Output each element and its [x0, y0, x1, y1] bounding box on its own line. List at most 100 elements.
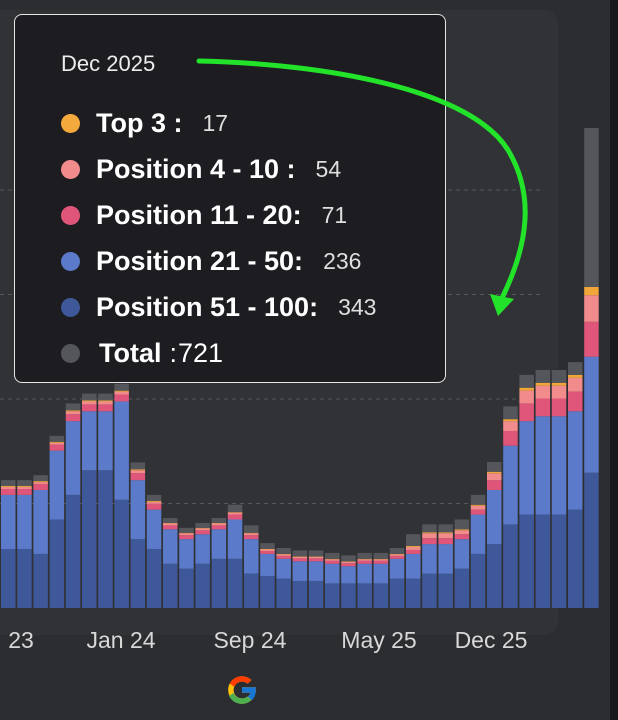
- bar-segment-position-51-100-7[interactable]: [114, 499, 129, 608]
- bar-segment-position-51-100-30[interactable]: [487, 544, 502, 608]
- bar-segment-position-21-50-25[interactable]: [406, 553, 421, 579]
- bar-segment-position-51-100-26[interactable]: [422, 573, 437, 608]
- bar-segment-position-4-10-27[interactable]: [438, 533, 453, 539]
- bar-segment-position-4-10-18[interactable]: [292, 556, 308, 559]
- bar-segment-position-4-10-20[interactable]: [325, 559, 340, 561]
- bar-segment-top-3-33[interactable]: [535, 382, 551, 386]
- bar-segment-position-11-20-35[interactable]: [568, 391, 583, 412]
- bar-segment-position-4-10-2[interactable]: [33, 482, 48, 485]
- bar-segment-position-21-50-14[interactable]: [227, 519, 243, 559]
- bar-segment-position-4-10-12[interactable]: [195, 528, 210, 531]
- bar-segment-position-51-100-6[interactable]: [98, 470, 113, 608]
- bar-segment-position-4-10-16[interactable]: [260, 549, 275, 551]
- bar-segment-position-51-100-4[interactable]: [65, 494, 81, 608]
- bar-segment-position-4-10-5[interactable]: [82, 401, 97, 405]
- bar-segment-position-4-10-26[interactable]: [422, 533, 437, 539]
- bar-segment-position-11-20-30[interactable]: [487, 480, 502, 490]
- bar-segment-position-21-50-3[interactable]: [49, 450, 65, 520]
- bar-segment-position-21-50-5[interactable]: [82, 411, 97, 471]
- bar-segment-position-51-100-23[interactable]: [373, 583, 389, 608]
- bar-segment-position-51-100-19[interactable]: [308, 580, 324, 608]
- bar-segment-position-51-100-15[interactable]: [244, 573, 259, 608]
- bar-segment-total-19[interactable]: [308, 550, 324, 557]
- bar-segment-top-3-27[interactable]: [438, 532, 453, 534]
- bar-segment-position-21-50-16[interactable]: [260, 553, 275, 577]
- bar-segment-top-3-26[interactable]: [422, 532, 437, 534]
- bar-segment-position-51-100-12[interactable]: [195, 563, 210, 608]
- bar-segment-position-21-50-7[interactable]: [114, 401, 129, 500]
- bar-segment-total-2[interactable]: [33, 475, 48, 482]
- bar-segment-position-11-20-11[interactable]: [179, 535, 194, 540]
- bar-segment-top-3-8[interactable]: [130, 469, 146, 471]
- bar-segment-position-4-10-11[interactable]: [179, 533, 194, 536]
- bar-segment-position-4-10-9[interactable]: [146, 501, 162, 504]
- bar-segment-position-21-50-18[interactable]: [292, 561, 308, 581]
- bar-segment-top-3-7[interactable]: [114, 390, 129, 392]
- bar-segment-position-11-20-22[interactable]: [357, 560, 372, 564]
- bar-segment-position-51-100-9[interactable]: [146, 548, 162, 608]
- bar-segment-position-4-10-1[interactable]: [17, 487, 32, 489]
- bar-segment-top-3-36[interactable]: [584, 286, 599, 296]
- bar-segment-position-11-20-32[interactable]: [519, 403, 534, 422]
- bar-segment-position-21-50-4[interactable]: [65, 421, 81, 495]
- bar-segment-position-11-20-9[interactable]: [146, 503, 162, 510]
- bar-segment-position-51-100-16[interactable]: [260, 576, 275, 608]
- bar-segment-top-3-2[interactable]: [33, 481, 48, 483]
- bar-segment-total-11[interactable]: [179, 527, 194, 533]
- bar-segment-position-21-50-35[interactable]: [568, 411, 583, 510]
- bar-segment-position-21-50-29[interactable]: [470, 514, 486, 554]
- bar-segment-position-11-20-27[interactable]: [438, 538, 453, 545]
- bar-segment-total-16[interactable]: [260, 543, 275, 549]
- bar-segment-position-11-20-0[interactable]: [1, 488, 16, 495]
- bar-segment-position-4-10-17[interactable]: [276, 554, 291, 556]
- bar-segment-position-21-50-26[interactable]: [422, 544, 437, 574]
- bar-segment-position-4-10-15[interactable]: [244, 533, 259, 536]
- bar-segment-position-51-100-36[interactable]: [584, 472, 599, 608]
- bar-segment-position-11-20-14[interactable]: [227, 514, 243, 520]
- bar-segment-position-4-10-30[interactable]: [487, 473, 502, 481]
- bar-segment-position-4-10-0[interactable]: [1, 487, 16, 489]
- bar-segment-position-11-20-13[interactable]: [211, 525, 227, 530]
- bar-segment-total-8[interactable]: [130, 462, 146, 470]
- bar-segment-total-25[interactable]: [406, 534, 421, 547]
- bar-segment-top-3-6[interactable]: [98, 400, 113, 402]
- bar-segment-top-3-35[interactable]: [568, 374, 583, 378]
- bar-segment-position-51-100-28[interactable]: [454, 568, 470, 608]
- bar-segment-total-23[interactable]: [373, 552, 389, 559]
- bar-segment-position-21-50-32[interactable]: [519, 421, 534, 515]
- bar-segment-position-21-50-23[interactable]: [373, 563, 389, 584]
- bar-segment-position-11-20-7[interactable]: [114, 394, 129, 402]
- bar-segment-position-21-50-1[interactable]: [17, 494, 32, 549]
- bar-segment-total-30[interactable]: [487, 461, 502, 472]
- bar-segment-position-51-100-1[interactable]: [17, 548, 32, 608]
- bar-segment-position-21-50-19[interactable]: [308, 561, 324, 581]
- bar-segment-position-21-50-30[interactable]: [487, 489, 502, 545]
- bar-segment-position-11-20-31[interactable]: [503, 430, 518, 446]
- bar-segment-total-7[interactable]: [114, 383, 129, 391]
- bar-segment-position-11-20-6[interactable]: [98, 404, 113, 412]
- bar-segment-position-21-50-22[interactable]: [357, 563, 372, 584]
- bar-segment-total-1[interactable]: [17, 480, 32, 487]
- bar-segment-position-11-20-10[interactable]: [163, 525, 178, 530]
- bar-segment-total-13[interactable]: [211, 518, 227, 523]
- bar-segment-top-3-3[interactable]: [49, 441, 65, 443]
- bar-segment-position-51-100-3[interactable]: [49, 519, 65, 608]
- bar-segment-position-4-10-19[interactable]: [308, 556, 324, 559]
- bar-segment-position-21-50-11[interactable]: [179, 539, 194, 569]
- bar-segment-position-11-20-2[interactable]: [33, 484, 48, 490]
- bar-segment-position-4-10-14[interactable]: [227, 512, 243, 515]
- bar-segment-position-51-100-21[interactable]: [341, 583, 356, 608]
- bar-segment-top-3-29[interactable]: [470, 504, 486, 506]
- bar-segment-position-21-50-6[interactable]: [98, 411, 113, 471]
- bar-segment-position-4-10-34[interactable]: [551, 385, 567, 399]
- bar-segment-position-11-20-33[interactable]: [535, 398, 551, 417]
- bar-segment-total-3[interactable]: [49, 435, 65, 442]
- bar-segment-total-31[interactable]: [503, 406, 518, 420]
- bar-segment-position-21-50-8[interactable]: [130, 480, 146, 540]
- bar-segment-position-51-100-14[interactable]: [227, 558, 243, 608]
- bar-segment-position-4-10-32[interactable]: [519, 390, 534, 404]
- bar-segment-top-3-1[interactable]: [17, 486, 32, 488]
- bar-segment-total-28[interactable]: [454, 519, 470, 530]
- bar-segment-total-10[interactable]: [163, 518, 178, 523]
- bar-segment-top-3-31[interactable]: [503, 419, 518, 422]
